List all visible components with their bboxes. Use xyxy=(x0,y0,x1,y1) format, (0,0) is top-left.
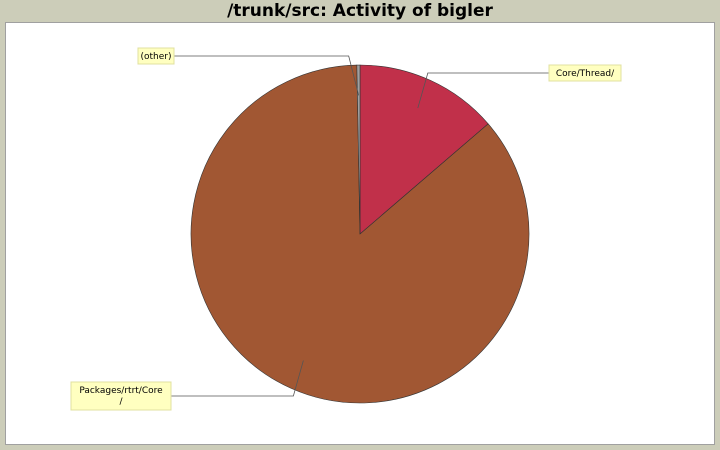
slice-label-3: (other) xyxy=(141,52,172,62)
chart-title: /trunk/src: Activity of bigler xyxy=(227,1,493,21)
label-box-3 xyxy=(137,47,175,65)
pie-slice-1 xyxy=(359,64,489,235)
label-box-2 xyxy=(70,381,172,411)
slice-label-1: Core/Thread/ xyxy=(556,69,615,79)
label-box-1 xyxy=(548,64,622,82)
slice-label-2: Packages/rtrt/Core / xyxy=(79,386,163,407)
label-leader-2 xyxy=(171,360,304,397)
pie-slices xyxy=(190,64,530,404)
pie-slice-3 xyxy=(356,64,361,235)
pie-slice-2 xyxy=(190,64,530,404)
label-leader-3 xyxy=(174,55,360,96)
pie-labels: Core/Thread/Packages/rtrt/Core/ (other) xyxy=(70,47,622,411)
label-leader-1 xyxy=(417,72,549,109)
